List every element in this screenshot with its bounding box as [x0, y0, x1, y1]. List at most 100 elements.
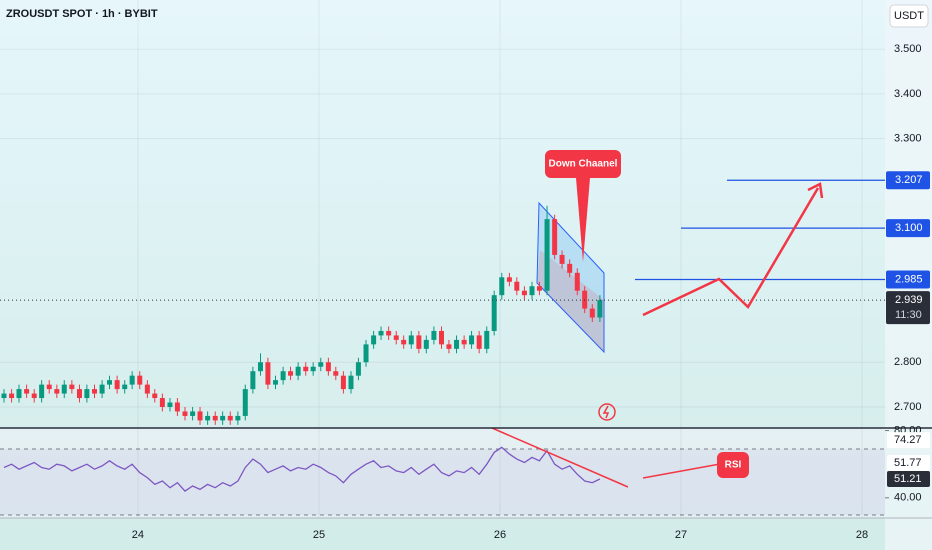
rsi-badge-label: 74.27: [894, 434, 922, 446]
level-label: 3.207: [895, 174, 923, 186]
rsi-pointer: [642, 463, 721, 479]
candle-body: [439, 330, 445, 345]
candle-body: [69, 384, 75, 390]
candle-body: [567, 263, 573, 273]
candle-body: [408, 335, 414, 345]
candle-body: [205, 415, 211, 421]
candle-body: [288, 371, 294, 376]
rsi-badge: [887, 432, 930, 449]
candle-body: [318, 362, 324, 367]
callout-text: Down Chaanel: [549, 159, 618, 170]
candle-body: [386, 330, 392, 336]
rsi-badge: [887, 470, 930, 487]
candle-body: [393, 335, 399, 340]
candle-body: [212, 415, 218, 421]
y-tick-label: 2.700: [894, 401, 922, 413]
level-label: 3.100: [895, 222, 923, 234]
candle-body: [446, 344, 452, 349]
candle-body: [39, 384, 45, 399]
candle-body: [91, 389, 97, 394]
candle-body: [378, 330, 384, 336]
candle-body: [144, 384, 150, 394]
candle-body: [152, 393, 158, 399]
candle-body: [122, 384, 128, 390]
symbol-title: ZROUSDT SPOT · 1h · BYBIT: [6, 8, 158, 20]
level-label: 2.985: [895, 273, 923, 285]
currency[interactable]: USDT: [894, 10, 924, 22]
rsi-line: [3, 446, 601, 492]
rsi-badge-label: 51.77: [894, 457, 922, 469]
candle-body: [257, 362, 263, 372]
callout-box: [545, 150, 621, 178]
candle-body: [363, 344, 369, 363]
candle-body: [46, 384, 52, 390]
candle-body: [242, 389, 248, 416]
x-tick-label: 26: [494, 529, 506, 541]
candle-body: [461, 339, 467, 345]
candle-body: [574, 272, 580, 291]
rsi-callout-text: RSI: [725, 460, 742, 471]
candle-body: [54, 389, 60, 394]
candle-body: [325, 362, 331, 372]
candle-body: [159, 398, 165, 407]
candle-body: [371, 335, 377, 345]
candle-body: [31, 393, 37, 399]
candle-body: [340, 375, 346, 390]
countdown-label: 11:30: [895, 309, 922, 321]
candle-body: [295, 366, 301, 376]
y-tick-label: 2.800: [894, 356, 922, 368]
level-badge: [886, 270, 930, 289]
candle-body: [499, 277, 505, 296]
candle-body: [9, 393, 15, 399]
candle-body: [1, 393, 7, 399]
y-tick-label: 3.500: [894, 43, 922, 55]
rsi-badge: [887, 455, 930, 472]
candle-body: [220, 415, 226, 421]
candle-body: [114, 380, 120, 390]
candle-body: [454, 339, 460, 349]
candle-body: [107, 380, 113, 385]
rsi-badge-label: 51.21: [894, 473, 922, 485]
candle-body: [280, 371, 286, 381]
candle-body: [76, 389, 82, 399]
candle-body: [99, 384, 105, 394]
candle-body: [190, 411, 196, 416]
candle-body: [491, 295, 497, 331]
candle-body: [589, 308, 595, 318]
candle-body: [484, 330, 490, 349]
candle-body: [431, 330, 437, 340]
candle-body: [416, 335, 422, 349]
x-tick-label: 28: [856, 529, 868, 541]
candle-body: [506, 277, 512, 282]
y-tick-label: 3.400: [894, 88, 922, 100]
candle-body: [423, 339, 429, 349]
level-badge: [886, 171, 930, 190]
candle-body: [333, 371, 339, 376]
candle-body: [303, 366, 309, 372]
candle-body: [536, 286, 542, 291]
currency-box[interactable]: [889, 4, 929, 28]
candle-body: [559, 254, 565, 264]
candle-body: [469, 335, 475, 345]
candle-body: [129, 375, 135, 385]
x-tick-label: 24: [132, 529, 144, 541]
arrow-head: [807, 182, 824, 199]
candle-body: [348, 375, 354, 390]
candle-body: [521, 290, 527, 296]
candle-body: [61, 384, 67, 394]
candle-body: [227, 415, 233, 421]
projection-arrow: [642, 187, 820, 317]
alert-bolt: [602, 405, 610, 419]
y-tick-label: 3.300: [894, 133, 922, 145]
last-price-badge: [886, 291, 930, 325]
callout-pointer: [576, 178, 590, 262]
candle-body: [514, 281, 520, 291]
alert-icon: [598, 403, 616, 421]
candle-body: [552, 219, 558, 255]
candle-body: [265, 362, 271, 385]
candle-body: [235, 415, 241, 421]
candle-body: [401, 339, 407, 345]
x-tick-label: 27: [675, 529, 687, 541]
rsi-callout-box: [717, 452, 749, 478]
